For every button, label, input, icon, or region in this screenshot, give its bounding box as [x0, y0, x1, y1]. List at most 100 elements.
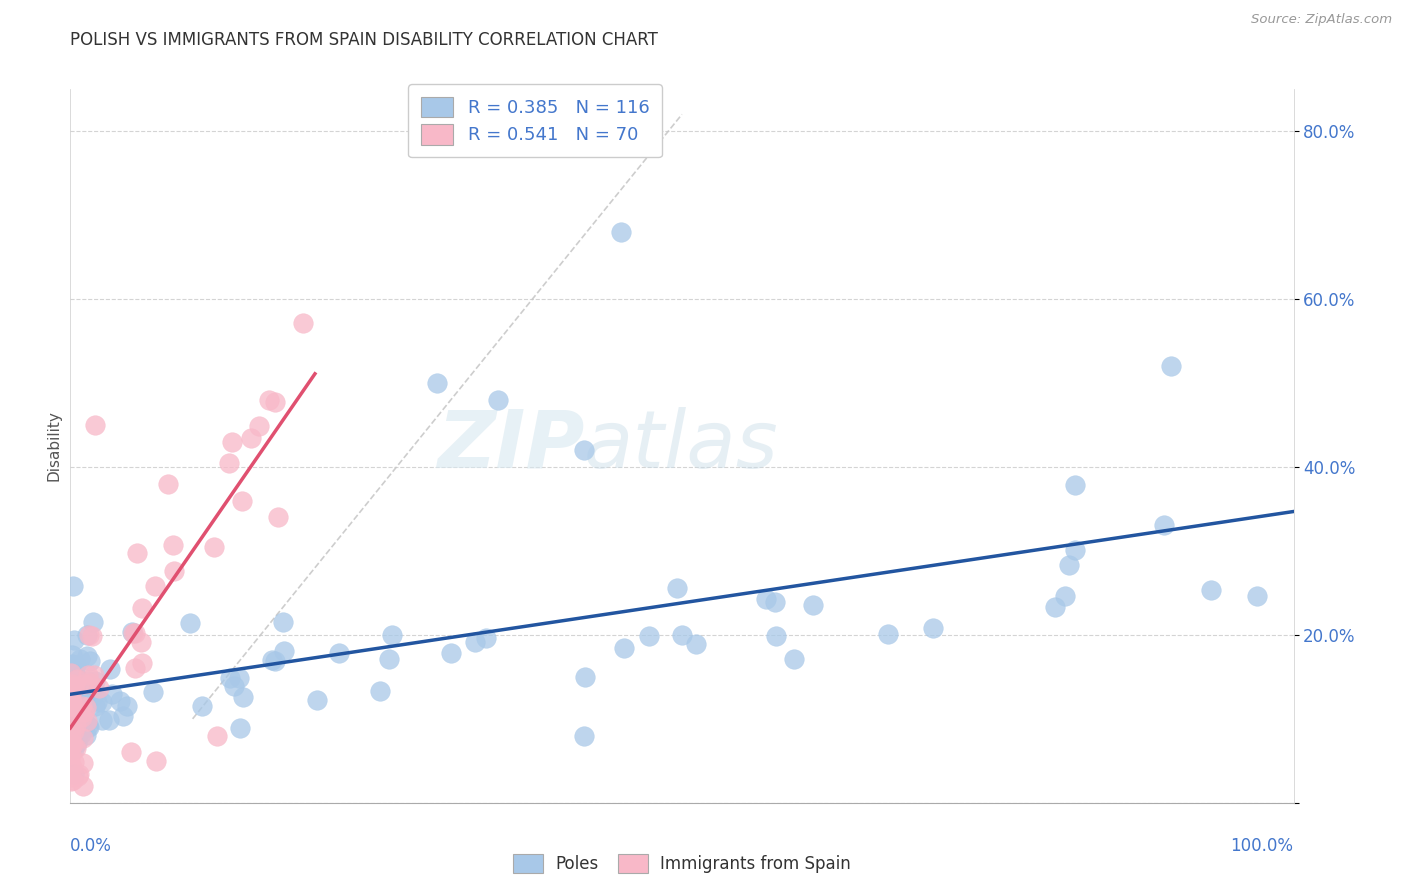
Point [66, 769, 89, 783]
Point [63, 679, 86, 693]
Point [291, 316, 314, 330]
Point [72, 779, 94, 793]
Point [72, 756, 94, 770]
Point [82, 629, 104, 643]
Point [267, 510, 290, 524]
Point [62, 691, 84, 706]
Point [75, 728, 97, 742]
Point [63, 698, 86, 713]
Point [90, 695, 112, 709]
Point [60, 729, 83, 743]
Point [60, 658, 83, 673]
Point [488, 392, 510, 407]
Point [163, 564, 186, 578]
Y-axis label: Disability: Disability [46, 410, 62, 482]
Point [59, 773, 82, 788]
Point [73, 705, 96, 719]
Point [801, 598, 824, 612]
Point [613, 640, 636, 655]
Point [62, 715, 84, 730]
Point [69, 652, 91, 666]
Point [60, 677, 83, 691]
Point [70, 699, 93, 714]
Point [129, 635, 152, 649]
Point [66, 736, 89, 750]
Point [75, 700, 97, 714]
Point [59, 747, 82, 761]
Point [70, 710, 93, 724]
Point [65, 718, 87, 732]
Point [439, 646, 461, 660]
Point [191, 699, 214, 714]
Point [124, 660, 146, 674]
Point [62, 724, 84, 739]
Point [157, 476, 180, 491]
Point [83, 683, 105, 698]
Point [73, 677, 96, 691]
Point [232, 690, 254, 704]
Point [70, 705, 93, 719]
Point [121, 746, 143, 760]
Point [763, 595, 786, 609]
Point [79, 654, 101, 668]
Point [240, 431, 263, 445]
Point [62, 579, 84, 593]
Legend: Poles, Immigrants from Spain: Poles, Immigrants from Spain [506, 847, 858, 880]
Point [426, 376, 449, 390]
Point [179, 616, 201, 631]
Point [62, 737, 84, 751]
Point [145, 754, 167, 768]
Point [60, 729, 83, 743]
Point [131, 656, 153, 670]
Point [60, 739, 83, 753]
Point [77, 668, 100, 682]
Point [100, 687, 122, 701]
Point [228, 671, 250, 685]
Point [60, 711, 83, 725]
Point [59, 770, 82, 784]
Point [124, 626, 146, 640]
Point [59, 699, 82, 714]
Point [82, 615, 104, 630]
Point [63, 660, 86, 674]
Point [60, 700, 83, 714]
Point [922, 621, 945, 635]
Point [62, 662, 84, 676]
Point [65, 665, 87, 679]
Point [59, 736, 82, 750]
Point [79, 676, 101, 690]
Point [60, 657, 83, 672]
Point [62, 707, 84, 722]
Point [685, 637, 707, 651]
Text: ZIP: ZIP [437, 407, 583, 485]
Point [73, 701, 96, 715]
Point [66, 673, 89, 688]
Point [263, 654, 285, 668]
Point [877, 627, 900, 641]
Text: atlas: atlas [583, 407, 779, 485]
Point [60, 725, 83, 739]
Point [98, 713, 121, 727]
Point [60, 691, 83, 706]
Point [464, 634, 486, 648]
Point [98, 662, 121, 676]
Point [231, 493, 253, 508]
Point [1043, 599, 1066, 614]
Point [202, 540, 225, 554]
Point [572, 729, 595, 743]
Point [59, 741, 82, 756]
Point [63, 633, 86, 648]
Point [257, 392, 280, 407]
Point [381, 627, 404, 641]
Point [610, 225, 633, 239]
Point [82, 690, 104, 704]
Point [69, 681, 91, 695]
Point [63, 742, 86, 756]
Point [60, 759, 83, 773]
Point [125, 546, 148, 560]
Point [112, 709, 135, 723]
Point [247, 418, 270, 433]
Point [65, 683, 87, 698]
Point [638, 629, 661, 643]
Point [783, 652, 806, 666]
